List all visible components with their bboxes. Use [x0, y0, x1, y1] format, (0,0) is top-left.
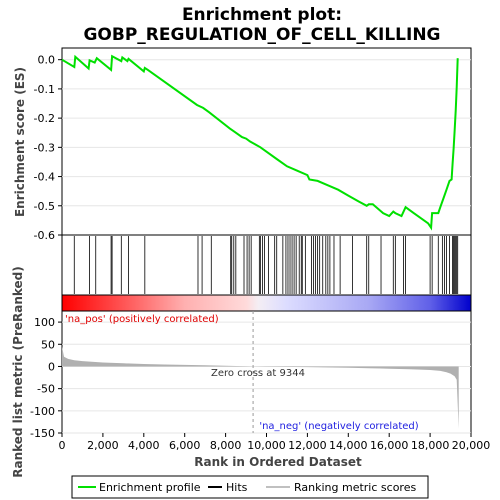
legend-label-hits: Hits: [226, 481, 248, 494]
metric-y-tick-label: 50: [41, 338, 55, 351]
x-tick-label: 6,000: [169, 439, 201, 452]
es-panel: 0.0 -0.1 -0.2 -0.3 -0.4 -0.5 -0.6 Enrichment s…: [13, 47, 472, 242]
rank-color-band-fill: [61, 294, 472, 312]
es-y-tick-label: -0.5: [34, 200, 55, 213]
es-y-tick-label: -0.3: [34, 141, 55, 154]
es-y-tick-label: -0.1: [34, 83, 55, 96]
neg-correlated-label: 'na_neg' (negatively correlated): [259, 421, 418, 432]
legend-box: [71, 475, 429, 499]
legend-label-enrichment-profile: Enrichment profile: [99, 481, 201, 494]
es-y-tick-label: -0.2: [34, 112, 55, 125]
es-y-axis-label: Enrichment score (ES): [13, 67, 27, 217]
x-tick-label: 16,000: [370, 439, 409, 452]
x-tick-label: 20,000: [452, 439, 491, 452]
zero-cross-label: Zero cross at 9344: [211, 368, 305, 379]
ranking-metric-area: [62, 346, 459, 429]
x-tick-label: 0: [59, 439, 66, 452]
metric-panel-frame: [61, 310, 472, 434]
pos-correlated-label: 'na_pos' (positively correlated): [65, 314, 219, 325]
enrichment-profile-line: [61, 54, 459, 231]
es-panel-frame: [61, 47, 472, 236]
x-axis-label: Rank in Ordered Dataset: [194, 455, 362, 469]
x-tick-label: 10,000: [247, 439, 286, 452]
metric-y-tick-label: 100: [34, 316, 55, 329]
x-tick-label: 14,000: [329, 439, 368, 452]
hits-panel-frame: [61, 234, 472, 296]
x-tick-label: 12,000: [288, 439, 327, 452]
rank-color-band: [61, 294, 472, 312]
legend-label-ranking-metric: Ranking metric scores: [294, 481, 416, 494]
x-tick-label: 18,000: [411, 439, 450, 452]
metric-y-tick-label: 0: [48, 360, 55, 373]
es-y-axis: 0.0 -0.1 -0.2 -0.3 -0.4 -0.5 -0.6: [34, 54, 62, 242]
metric-panel: 100 50 0 -50 -100 -150 'na_pos' (positively c…: [11, 266, 472, 478]
es-y-tick-label: -0.6: [34, 229, 55, 242]
x-tick-label: 2,000: [87, 439, 119, 452]
chart-title-line2: GOBP_REGULATION_OF_CELL_KILLING: [83, 25, 440, 45]
metric-y-tick-label: -50: [37, 383, 55, 396]
hits-panel: [61, 234, 472, 296]
hit-markers: [73, 236, 459, 294]
x-tick-label: 8,000: [210, 439, 242, 452]
legend: Enrichment profile Hits Ranking metric s…: [71, 475, 429, 499]
es-y-tick-label: 0.0: [38, 54, 56, 67]
chart-title-line1: Enrichment plot:: [182, 5, 342, 25]
metric-y-axis-label: Ranked list metric (PreRanked): [11, 266, 25, 478]
metric-y-axis: 100 50 0 -50 -100 -150: [30, 316, 62, 440]
x-tick-label: 4,000: [128, 439, 160, 452]
x-axis: 0 2,000 4,000 6,000 8,000 10,000 12,000 14,000 1…: [59, 433, 491, 452]
metric-y-tick-label: -100: [30, 405, 55, 418]
metric-y-tick-label: -150: [30, 427, 55, 440]
es-y-tick-label: -0.4: [34, 171, 55, 184]
